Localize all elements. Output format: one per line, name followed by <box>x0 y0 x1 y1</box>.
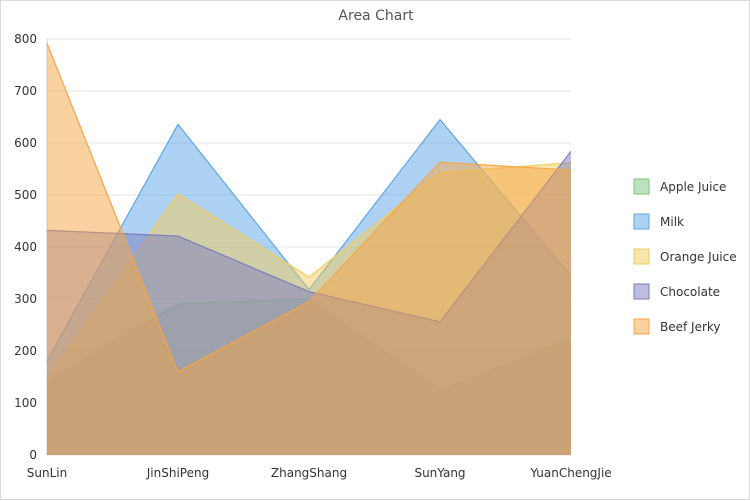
legend: Apple Juice Milk Orange Juice Chocolate Beef… <box>633 178 737 335</box>
y-tick-label: 0 <box>29 448 37 462</box>
y-tick-label: 700 <box>14 84 37 98</box>
legend-label: Chocolate <box>660 285 720 299</box>
legend-label: Beef Jerky <box>660 320 721 334</box>
legend-swatch <box>633 283 650 300</box>
x-tick-label: JinShiPeng <box>146 466 209 480</box>
legend-label: Milk <box>660 215 684 229</box>
y-tick-label: 500 <box>14 188 37 202</box>
plot-area <box>46 42 572 455</box>
series-area-4 <box>47 43 571 455</box>
series-line-4 <box>46 42 572 373</box>
y-tick-label: 300 <box>14 292 37 306</box>
x-tick-label: SunYang <box>414 466 465 480</box>
legend-label: Apple Juice <box>660 180 726 194</box>
legend-swatch <box>633 318 650 335</box>
x-tick-label: ZhangShang <box>271 466 347 480</box>
chart-title: Area Chart <box>338 8 414 24</box>
legend-swatch <box>633 213 650 230</box>
y-tick-label: 100 <box>14 396 37 410</box>
y-tick-label: 200 <box>14 344 37 358</box>
legend-swatch <box>633 248 650 265</box>
y-tick-label: 600 <box>14 136 37 150</box>
y-axis: 0 100 200 300 400 500 600 700 800 <box>14 32 37 462</box>
legend-label: Orange Juice <box>660 250 737 264</box>
x-axis: SunLin JinShiPeng ZhangShang SunYang YuanChe… <box>27 466 612 480</box>
legend-swatch <box>633 178 650 195</box>
y-tick-label: 800 <box>14 32 37 46</box>
y-tick-label: 400 <box>14 240 37 254</box>
x-tick-label: SunLin <box>27 466 67 480</box>
x-tick-label: YuanChengJie <box>529 466 611 480</box>
